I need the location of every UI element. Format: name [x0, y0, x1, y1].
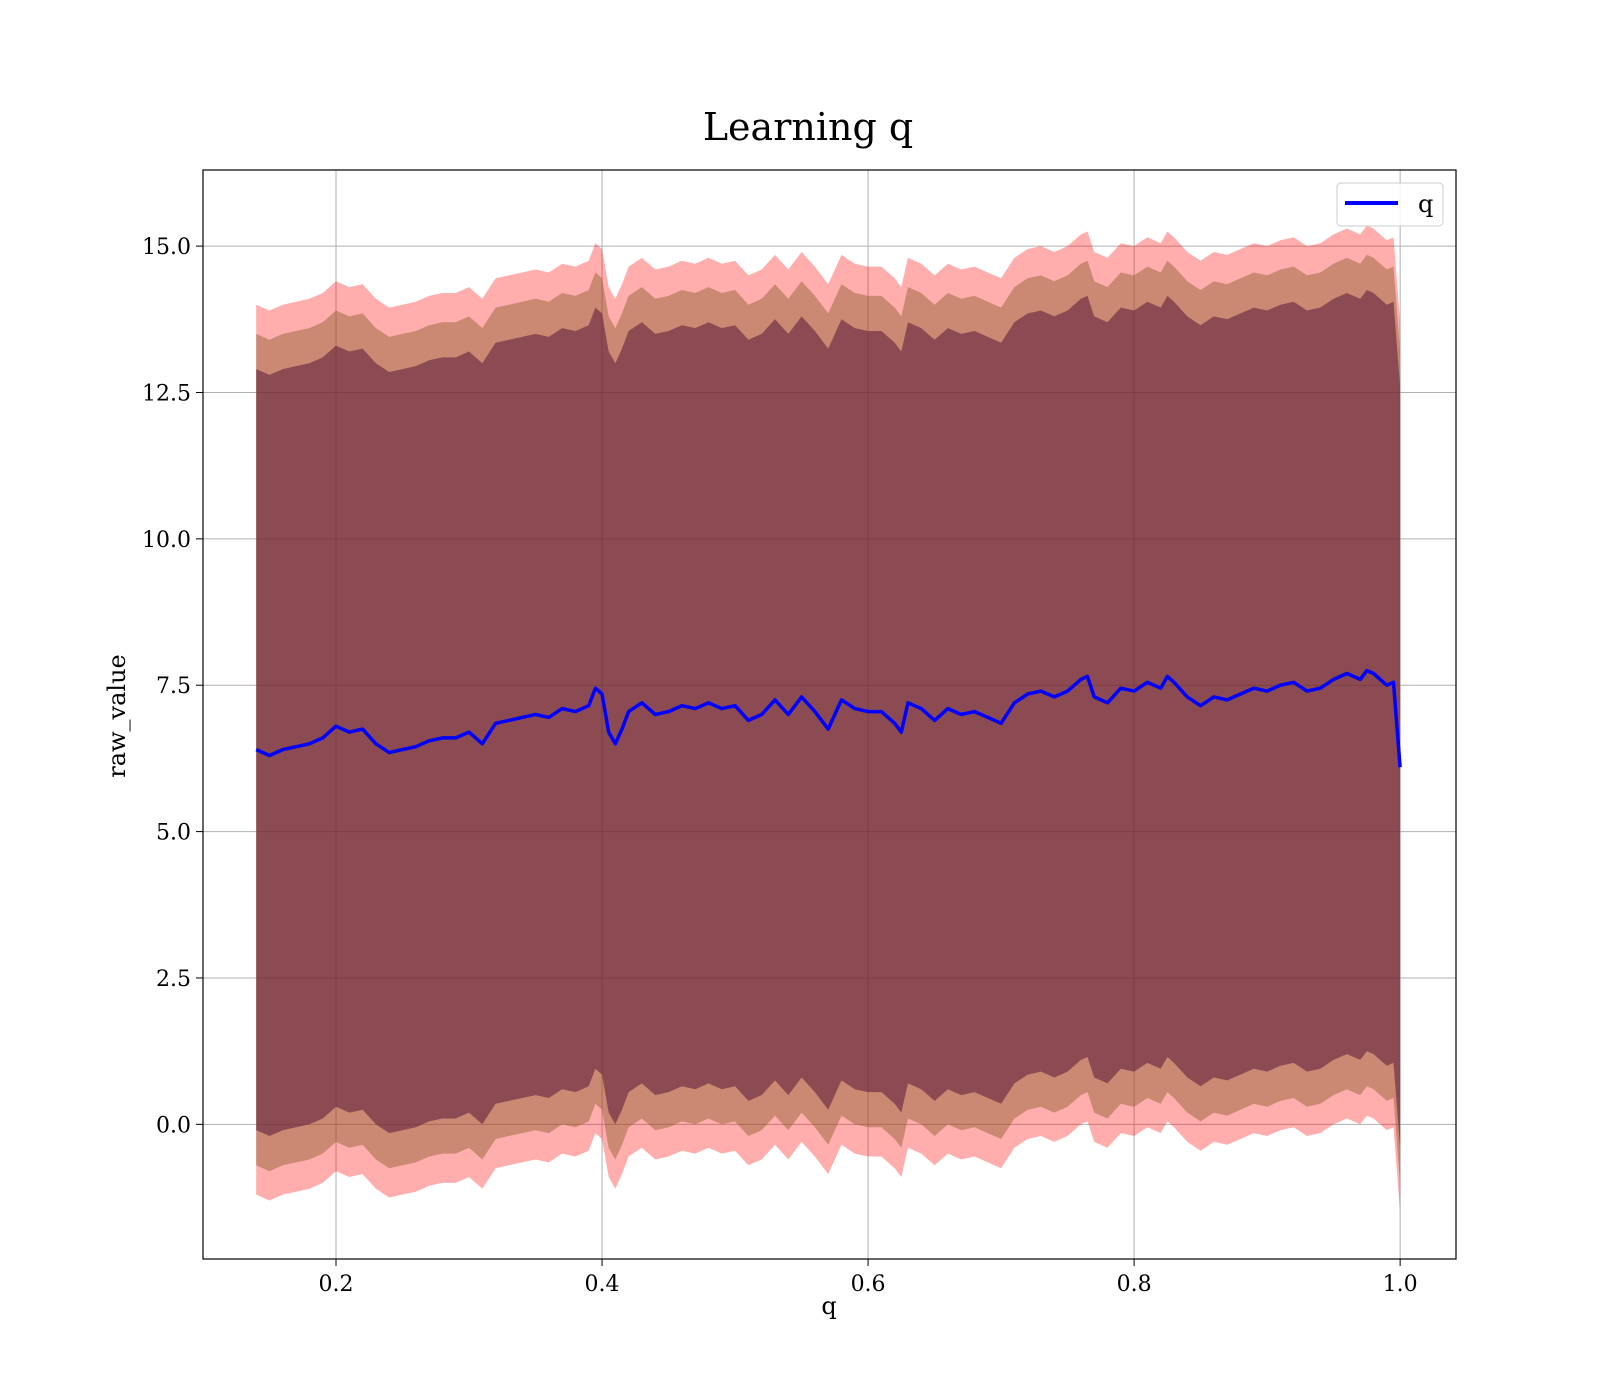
y-tick-label: 7.5 — [156, 674, 191, 699]
y-axis-label: raw_value — [103, 654, 131, 778]
axis-ticks: 0.2 0.4 0.6 0.8 1.0 0.0 2.5 5.0 7.5 10.0 12.5 15.0 — [142, 235, 1418, 1297]
y-tick-label: 12.5 — [142, 381, 191, 406]
legend: q — [1336, 182, 1444, 227]
band-inner — [256, 290, 1401, 1148]
chart-title: Learning q — [703, 105, 913, 149]
y-tick-label: 10.0 — [142, 528, 191, 553]
series-lines — [255, 668, 1402, 768]
x-tick-label: 0.2 — [319, 1272, 354, 1297]
legend-label-q: q — [1418, 190, 1433, 218]
x-tick-label: 0.4 — [585, 1272, 620, 1297]
x-tick-label: 1.0 — [1383, 1272, 1418, 1297]
y-tick-label: 15.0 — [142, 235, 191, 260]
series-line-q — [255, 668, 1402, 768]
x-tick-label: 0.8 — [1117, 1272, 1152, 1297]
x-axis-label: q — [821, 1292, 836, 1320]
y-tick-label: 0.0 — [156, 1113, 191, 1138]
plot-frame — [202, 169, 1457, 1260]
x-tick-label: 0.6 — [851, 1272, 886, 1297]
y-tick-label: 5.0 — [156, 821, 191, 846]
y-tick-label: 2.5 — [156, 967, 191, 992]
confidence-bands — [256, 225, 1401, 1213]
